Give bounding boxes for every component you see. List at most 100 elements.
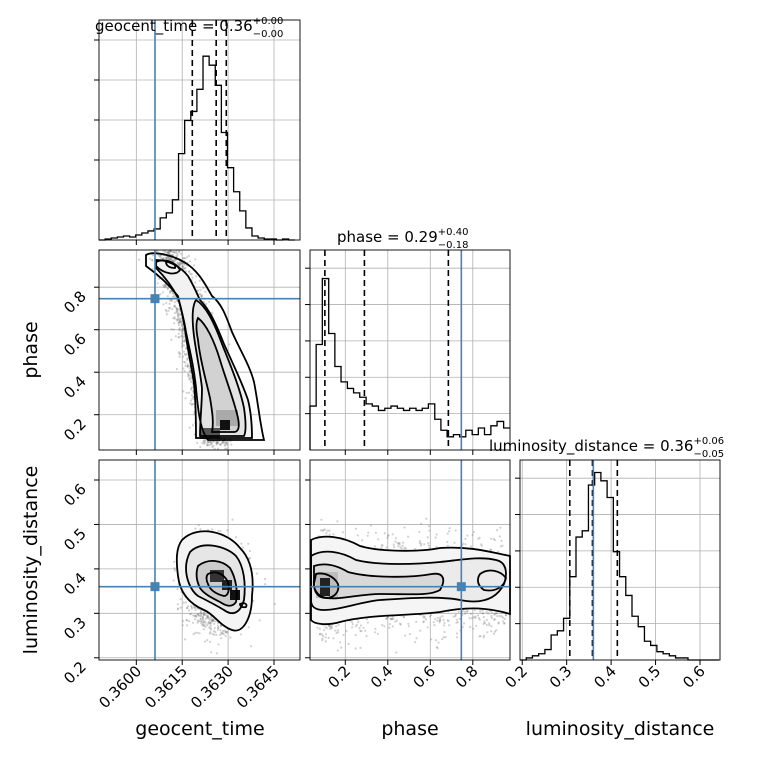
scatter-point xyxy=(178,336,181,339)
scatter-point xyxy=(205,302,208,305)
scatter-point xyxy=(204,613,207,617)
scatter-point xyxy=(215,443,218,446)
scatter-point xyxy=(151,259,154,262)
scatter-point xyxy=(209,616,212,619)
scatter-point xyxy=(199,614,202,618)
scatter-point xyxy=(181,342,184,345)
scatter-point xyxy=(200,622,203,625)
scatter-point xyxy=(376,632,379,635)
scatter-point xyxy=(168,302,171,305)
scatter-point xyxy=(173,301,176,304)
scatter-point xyxy=(161,257,164,260)
scatter-point xyxy=(326,529,329,532)
scatter-point xyxy=(169,250,172,253)
scatter-point xyxy=(170,299,173,302)
scatter-point xyxy=(181,344,184,347)
scatter-point xyxy=(194,281,197,284)
scatter-point xyxy=(475,624,478,628)
scatter-point xyxy=(167,250,170,253)
scatter-point xyxy=(184,270,188,273)
scatter-point xyxy=(178,309,181,312)
scatter-point xyxy=(158,255,161,258)
scatter-point xyxy=(188,367,191,370)
scatter-point xyxy=(217,440,220,443)
scatter-point xyxy=(176,608,179,611)
scatter-point xyxy=(219,530,222,533)
scatter-point xyxy=(182,390,185,393)
scatter-point xyxy=(177,321,180,324)
scatter-point xyxy=(180,334,184,337)
scatter-point xyxy=(422,620,425,623)
scatter-point xyxy=(182,350,185,353)
scatter-point xyxy=(216,442,219,445)
scatter-point xyxy=(177,318,180,321)
scatter-point xyxy=(191,390,194,393)
scatter-point xyxy=(206,441,209,444)
scatter-point xyxy=(207,440,210,444)
scatter-point xyxy=(162,291,165,294)
scatter-point xyxy=(408,633,412,636)
scatter-point xyxy=(192,614,195,617)
scatter-point xyxy=(198,632,201,635)
scatter-point xyxy=(202,617,205,620)
scatter-point xyxy=(183,257,186,260)
scatter-point xyxy=(203,300,206,303)
scatter-point xyxy=(229,636,232,639)
scatter-point xyxy=(167,307,171,310)
scatter-point xyxy=(159,254,162,257)
scatter-point xyxy=(195,275,198,278)
scatter-point xyxy=(206,444,209,447)
scatter-point xyxy=(203,442,206,445)
scatter-point xyxy=(149,257,152,260)
scatter-point xyxy=(177,332,180,335)
scatter-point xyxy=(215,440,218,443)
scatter-point xyxy=(220,631,223,634)
scatter-point xyxy=(150,259,154,262)
scatter-point xyxy=(224,443,227,446)
scatter-point xyxy=(373,545,376,548)
scatter-point xyxy=(224,634,227,638)
scatter-point xyxy=(223,629,226,632)
scatter-point xyxy=(201,615,205,619)
scatter-point xyxy=(181,327,184,330)
scatter-point xyxy=(178,264,181,267)
scatter-point xyxy=(196,613,199,616)
scatter-point xyxy=(340,646,343,649)
scatter-point xyxy=(207,622,210,625)
scatter-point xyxy=(196,441,199,444)
scatter-point xyxy=(225,442,228,445)
scatter-point xyxy=(190,387,193,390)
scatter-point xyxy=(178,355,181,358)
scatter-point xyxy=(221,629,225,633)
scatter-point xyxy=(224,631,227,634)
scatter-point xyxy=(174,258,178,261)
scatter-point xyxy=(214,631,217,634)
scatter-point xyxy=(179,606,182,609)
scatter-point xyxy=(203,619,206,622)
scatter-point xyxy=(199,612,202,615)
scatter-point xyxy=(172,579,175,582)
scatter-point xyxy=(208,620,211,623)
scatter-point xyxy=(202,624,205,628)
scatter-point xyxy=(182,367,185,370)
scatter-point xyxy=(186,607,189,610)
scatter-point xyxy=(186,357,189,360)
scatter-point xyxy=(193,618,197,621)
scatter-point xyxy=(166,257,169,260)
scatter-point xyxy=(189,374,192,377)
scatter-point xyxy=(175,251,178,255)
scatter-point xyxy=(169,250,172,253)
scatter-point xyxy=(177,323,181,327)
scatter-point xyxy=(216,624,220,627)
scatter-point xyxy=(418,541,421,545)
scatter-point xyxy=(181,265,184,268)
scatter-point xyxy=(273,602,276,606)
scatter-point xyxy=(191,397,194,400)
scatter-point xyxy=(172,260,176,263)
scatter-point xyxy=(190,403,193,406)
scatter-point xyxy=(156,282,159,285)
scatter-point xyxy=(221,631,224,635)
scatter-point xyxy=(177,312,180,315)
scatter-point xyxy=(179,320,182,324)
scatter-point xyxy=(480,544,483,547)
